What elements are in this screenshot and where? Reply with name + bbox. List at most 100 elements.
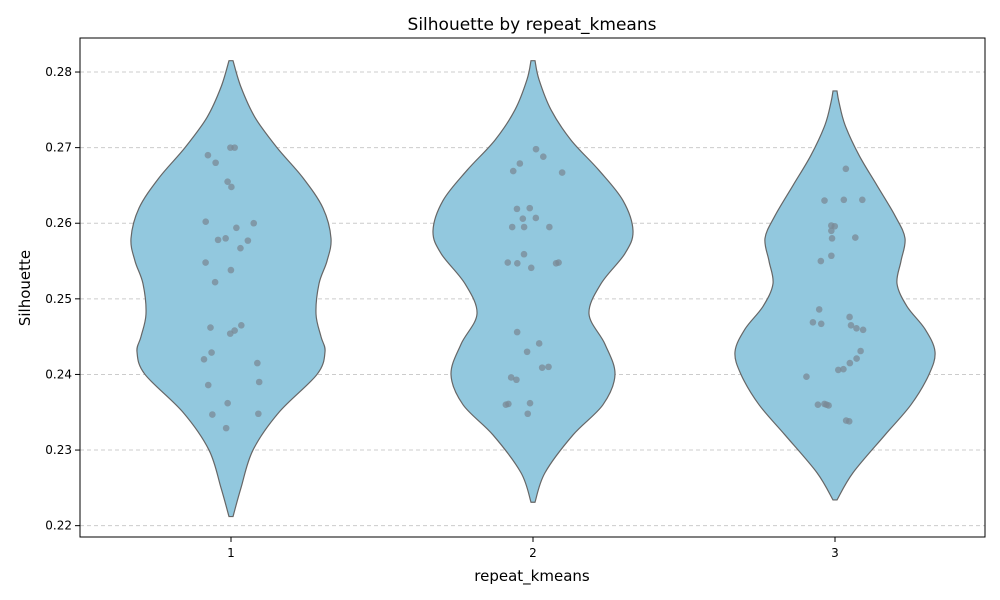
chart-title: Silhouette by repeat_kmeans bbox=[408, 15, 657, 35]
data-point bbox=[532, 145, 540, 153]
data-point bbox=[859, 326, 867, 334]
data-point bbox=[204, 381, 212, 389]
data-point bbox=[853, 325, 860, 332]
y-tick-label: 0.25 bbox=[45, 292, 72, 306]
data-point bbox=[508, 223, 516, 231]
data-point bbox=[202, 259, 209, 266]
y-tick-label: 0.26 bbox=[45, 216, 72, 230]
data-point bbox=[502, 401, 510, 408]
data-point bbox=[845, 418, 853, 425]
y-tick-label: 0.24 bbox=[45, 367, 72, 381]
violin-3 bbox=[734, 90, 936, 501]
data-point bbox=[227, 266, 235, 274]
data-point bbox=[842, 165, 850, 173]
y-tick-label: 0.28 bbox=[45, 65, 72, 79]
data-point bbox=[524, 410, 532, 418]
data-point bbox=[250, 219, 258, 227]
x-axis-label: repeat_kmeans bbox=[474, 567, 590, 586]
data-point bbox=[545, 363, 552, 371]
data-point bbox=[513, 205, 521, 213]
data-point bbox=[513, 376, 520, 384]
data-point bbox=[237, 244, 244, 252]
data-point bbox=[815, 306, 823, 313]
data-point bbox=[809, 318, 817, 326]
data-point bbox=[847, 322, 855, 329]
data-point bbox=[519, 215, 527, 222]
y-axis-ticks: 0.22 0.23 0.24 0.25 0.26 0.27 0.28 bbox=[45, 65, 80, 533]
data-point bbox=[520, 250, 528, 258]
data-point bbox=[834, 366, 842, 374]
data-point bbox=[831, 222, 839, 230]
data-point bbox=[535, 340, 543, 347]
data-point bbox=[821, 197, 828, 204]
data-point bbox=[244, 237, 252, 244]
data-point bbox=[853, 355, 860, 362]
data-point bbox=[200, 356, 208, 363]
data-point bbox=[523, 348, 531, 356]
data-point bbox=[207, 324, 214, 331]
data-point bbox=[513, 328, 521, 336]
data-point bbox=[231, 144, 238, 151]
data-point bbox=[828, 235, 836, 242]
y-tick-label: 0.27 bbox=[45, 141, 72, 155]
data-point bbox=[859, 196, 866, 204]
data-point bbox=[208, 349, 215, 356]
data-point bbox=[516, 160, 524, 167]
data-point bbox=[857, 347, 864, 355]
y-axis-label: Silhouette bbox=[16, 250, 34, 326]
data-points bbox=[200, 144, 867, 432]
data-point bbox=[255, 410, 262, 418]
data-point bbox=[509, 167, 517, 175]
data-point bbox=[526, 204, 534, 212]
data-point bbox=[214, 236, 222, 244]
data-point bbox=[840, 365, 847, 373]
data-point bbox=[255, 378, 263, 386]
data-point bbox=[224, 399, 231, 407]
y-tick-label: 0.23 bbox=[45, 443, 72, 457]
data-point bbox=[814, 401, 822, 408]
data-point bbox=[504, 259, 512, 266]
data-point bbox=[527, 264, 535, 272]
data-point bbox=[233, 224, 240, 232]
data-point bbox=[828, 227, 835, 235]
data-point bbox=[840, 196, 848, 204]
data-point bbox=[209, 411, 216, 418]
violin-2 bbox=[432, 60, 634, 503]
violin-1 bbox=[130, 60, 332, 518]
data-point bbox=[846, 313, 853, 321]
data-point bbox=[803, 373, 810, 381]
violins bbox=[130, 60, 936, 518]
data-point bbox=[212, 159, 219, 167]
data-point bbox=[226, 330, 234, 337]
data-point bbox=[222, 235, 229, 242]
data-point bbox=[540, 153, 547, 161]
data-point bbox=[846, 359, 854, 367]
data-point bbox=[817, 320, 825, 328]
data-point bbox=[532, 214, 540, 222]
data-point bbox=[538, 364, 546, 371]
data-point bbox=[507, 374, 515, 381]
data-point bbox=[254, 359, 261, 367]
data-point bbox=[546, 223, 553, 231]
data-point bbox=[526, 399, 534, 407]
x-tick-label: 2 bbox=[529, 546, 537, 560]
data-point bbox=[211, 278, 219, 286]
x-tick-label: 1 bbox=[227, 546, 235, 560]
data-point bbox=[852, 234, 859, 241]
data-point bbox=[222, 424, 230, 432]
data-point bbox=[228, 183, 235, 191]
data-point bbox=[825, 402, 832, 409]
data-point bbox=[817, 257, 825, 265]
x-tick-label: 3 bbox=[831, 546, 839, 560]
data-point bbox=[558, 169, 566, 176]
data-point bbox=[224, 178, 231, 185]
data-point bbox=[552, 260, 560, 267]
data-point bbox=[202, 218, 210, 226]
data-point bbox=[828, 252, 835, 260]
y-tick-label: 0.22 bbox=[45, 519, 72, 533]
x-axis-ticks: 1 2 3 bbox=[227, 537, 839, 560]
data-point bbox=[238, 322, 245, 329]
data-point bbox=[514, 260, 521, 267]
data-point bbox=[520, 223, 528, 231]
